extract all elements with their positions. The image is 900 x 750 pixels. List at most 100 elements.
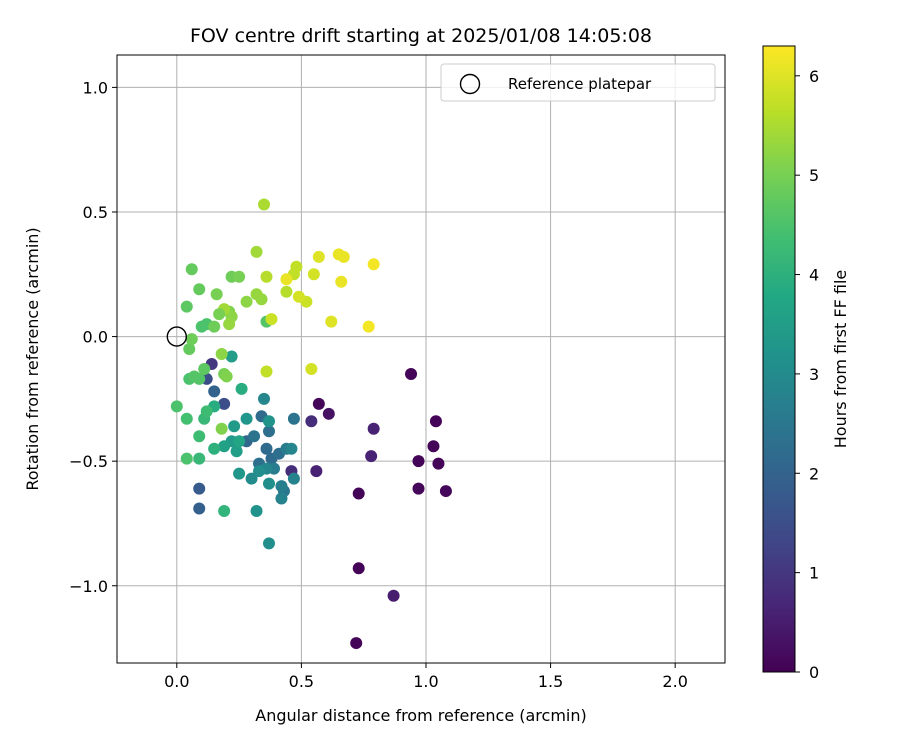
data-point [193,283,206,296]
y-tick-label: −1.0 [69,577,108,596]
data-point [312,250,325,263]
data-point [218,505,231,517]
data-point [235,382,248,395]
colorbar-gradient [762,45,796,673]
x-axis-label: Angular distance from reference (arcmin) [255,706,586,725]
data-point [250,245,263,258]
data-point [427,440,440,453]
data-point [280,285,293,298]
y-axis-label: Rotation from reference (arcmin) [23,227,42,490]
data-point [362,320,375,333]
data-point [258,198,271,211]
colorbar-tick-label: 5 [809,166,819,185]
legend-box [440,63,716,102]
data-point [233,270,246,283]
data-point [429,415,442,428]
colorbar-tick-label: 0 [809,663,819,682]
colorbar-tick-label: 6 [809,67,819,86]
colorbar-tick-label: 3 [809,365,819,384]
data-point [233,467,246,480]
legend: Reference platepar [440,63,716,102]
data-point [193,452,206,465]
data-point [170,400,183,413]
data-point [290,260,303,273]
data-point [275,492,288,505]
data-point [439,485,452,498]
data-point [263,425,275,438]
data-point [198,362,211,375]
colorbar-tick-label: 1 [809,564,819,583]
x-tick-label: 0.5 [289,672,314,691]
data-point [352,487,365,500]
data-point [387,589,400,602]
x-tick-label: 2.0 [662,672,687,691]
data-point [208,385,221,398]
data-point [225,350,238,363]
data-point [352,562,365,575]
data-point [218,440,231,453]
data-point [233,435,246,448]
data-point [180,452,193,465]
data-point [305,362,318,375]
data-point [412,482,425,495]
plot-frame [116,54,726,664]
data-point [223,318,236,331]
data-point [280,273,293,286]
data-point [432,457,445,470]
data-point [253,465,266,478]
data-point [350,637,363,650]
data-point [287,472,300,485]
x-tick-label: 0.0 [164,672,189,691]
colorbar-ticks: 0 1 2 3 4 5 6 [795,67,819,682]
data-point [193,482,206,495]
x-axis-ticks: 0.0 0.5 1.0 1.5 2.0 [164,663,688,691]
data-point [260,442,273,455]
data-point [240,412,253,425]
data-point [287,412,300,425]
data-point [193,502,206,515]
data-point [337,250,350,263]
colorbar-tick-label: 4 [809,266,819,285]
data-point [260,270,273,283]
data-point [305,415,318,428]
data-point [365,450,378,463]
data-point [312,397,325,410]
reference-platepar-marker [166,326,188,347]
data-point [188,370,201,383]
y-tick-label: 1.0 [83,78,108,97]
data-point [275,480,288,493]
data-point [185,263,198,276]
legend-marker-open-circle [459,73,481,95]
data-point [307,268,320,281]
data-point [325,315,338,328]
colorbar: 0 1 2 3 4 5 6 Hours from first FF file [762,45,850,682]
data-point [263,415,275,428]
data-point [258,392,271,405]
data-point [215,348,228,361]
data-point [255,293,268,306]
data-point [250,505,263,517]
y-tick-label: −0.5 [69,452,108,471]
data-point [367,258,380,271]
data-point [218,397,231,410]
data-point [412,455,425,468]
colorbar-tick-label: 2 [809,464,819,483]
y-tick-label: 0.0 [83,328,108,347]
data-point [263,477,275,490]
data-point [200,405,213,418]
data-points [170,198,452,650]
data-point [193,430,206,443]
data-point [210,288,223,301]
data-point [245,472,258,485]
y-axis-ticks: 1.0 0.5 0.0 −0.5 −1.0 [69,78,117,596]
data-point [220,370,233,383]
chart-title: FOV centre drift starting at 2025/01/08 … [190,25,652,47]
data-point [240,295,253,308]
data-point [215,422,228,435]
data-point [405,367,418,380]
data-point [213,308,226,321]
x-tick-label: 1.5 [538,672,563,691]
data-point [180,300,193,313]
data-point [335,275,348,288]
data-point [228,420,241,433]
